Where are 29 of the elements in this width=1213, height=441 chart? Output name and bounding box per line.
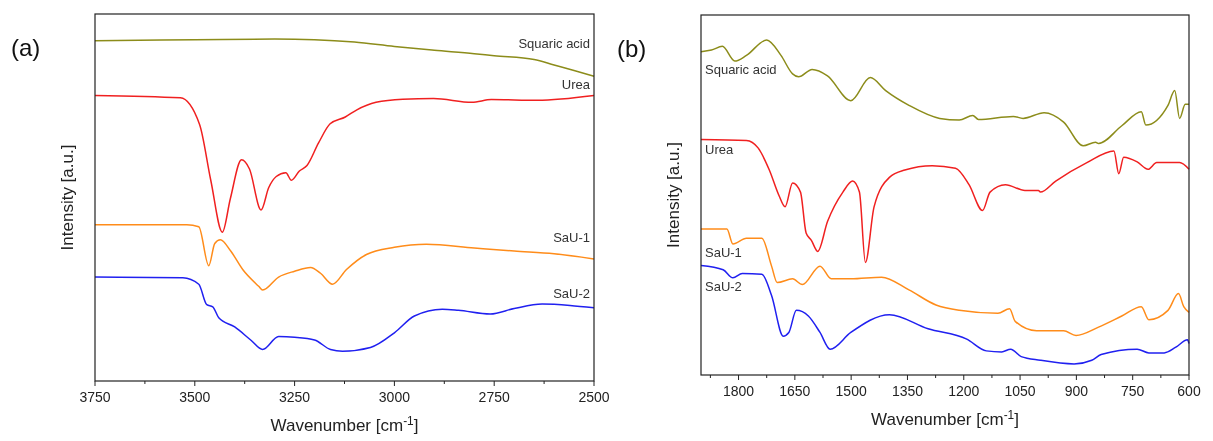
- series-label: SaU-2: [705, 278, 742, 294]
- x-tick-label: 1200: [948, 383, 980, 399]
- x-tick-label: 1800: [722, 383, 755, 399]
- x-axis-title: Wavenumber [cm$^{-1}$]: [871, 408, 1019, 429]
- series-label: SaU-2: [553, 286, 590, 302]
- series-label: Urea: [705, 141, 734, 157]
- x-tick-label: 3000: [378, 389, 411, 405]
- series-label: Squaric acid: [518, 35, 590, 51]
- y-axis-title: Intensity [a.u.]: [664, 142, 683, 248]
- x-tick-label: 900: [1064, 383, 1089, 399]
- x-tick-label: 1350: [891, 383, 924, 399]
- chart-title: (a): [11, 34, 41, 61]
- x-tick-label: 600: [1177, 383, 1201, 399]
- series-label: SaU-1: [553, 229, 590, 245]
- x-tick-label: 3750: [79, 389, 111, 405]
- series-label: Squaric acid: [705, 62, 777, 78]
- x-tick-label: 2500: [578, 389, 610, 405]
- x-tick-label: 2750: [478, 389, 510, 405]
- x-tick-label: 1650: [779, 383, 811, 399]
- x-tick-label: 1050: [1004, 383, 1036, 399]
- chart-title: (b): [617, 35, 647, 62]
- x-tick-label: 750: [1121, 383, 1145, 399]
- x-tick-label: 3250: [279, 389, 311, 405]
- series-label: Urea: [561, 77, 591, 93]
- x-tick-label: 3500: [179, 389, 211, 405]
- y-axis-title: Intensity [a.u.]: [58, 144, 77, 251]
- x-tick-label: 1500: [835, 383, 867, 399]
- x-axis-title: Wavenumber [cm$^{-1}$]: [270, 414, 419, 435]
- series-label: SaU-1: [705, 245, 742, 261]
